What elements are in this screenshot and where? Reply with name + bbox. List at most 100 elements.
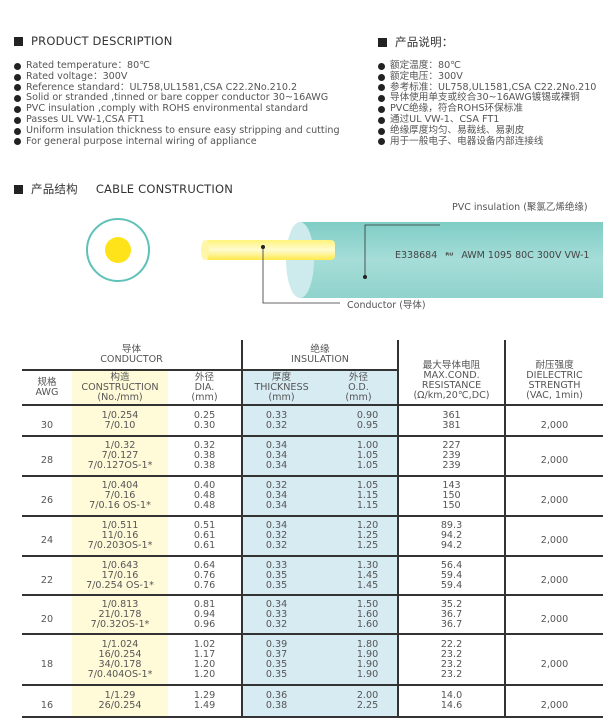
description-item: Reference standard：UL758,UL1581,CSA C22.… bbox=[14, 81, 340, 94]
header-text: THICKNESS bbox=[254, 381, 309, 393]
awg-cell-value: 26 bbox=[40, 495, 54, 506]
od-cell-value: 1.80 bbox=[356, 638, 379, 650]
construction-cell: 1/0.511 11/0.16 7/0.203OS-1* bbox=[72, 516, 168, 557]
construction-cell-value: 7/0.10 bbox=[104, 419, 136, 431]
bullet-icon bbox=[14, 95, 21, 103]
description-text: Solid or stranded ,tinned or bare copper… bbox=[26, 92, 329, 104]
construction-cell-value: 1/0.643 bbox=[101, 559, 139, 571]
dia-cell: 0.32 0.38 0.38 bbox=[168, 436, 242, 477]
thickness-cell-value: 0.33 bbox=[265, 409, 288, 421]
dia-cell: 0.25 0.30 bbox=[168, 405, 242, 437]
bullet-icon bbox=[14, 84, 21, 92]
construction-cell: 1/0.254 7/0.10 bbox=[72, 405, 168, 437]
dia-cell-value: 0.32 bbox=[193, 440, 216, 451]
dielectric-cell: 2,000 bbox=[504, 516, 603, 557]
resistance-cell-value: 94.2 bbox=[440, 540, 463, 551]
construction-cell-value: 34/0.178 bbox=[98, 658, 142, 670]
thickness-cell-value: 0.38 bbox=[265, 700, 288, 711]
resistance-cell-value: 150 bbox=[442, 490, 461, 501]
resistance-header: 最大导体电阻 MAX.COND. RESISTANCE (Ω/km,20℃,DC) bbox=[397, 340, 505, 406]
product-description-cn-heading: 产品说明： bbox=[378, 34, 454, 50]
thickness-cell: 0.34 0.34 0.34 bbox=[241, 436, 320, 477]
dielectric-cell-value: 2,000 bbox=[540, 574, 569, 586]
dielectric-cell-value: 2,000 bbox=[540, 419, 569, 431]
construction-cell-value: 16/0.254 bbox=[98, 648, 142, 660]
construction-cell-value: 21/0.178 bbox=[98, 608, 142, 620]
od-cell-value: 1.90 bbox=[356, 658, 379, 670]
thickness-cell: 0.32 0.34 0.34 bbox=[241, 476, 320, 517]
dia-cell-value: 0.40 bbox=[193, 480, 216, 491]
bullet-icon bbox=[14, 138, 21, 146]
thickness-cell-value: 0.36 bbox=[265, 690, 288, 701]
description-item: 参考标准：UL758,UL1581,CSA C22.2No.210 bbox=[378, 82, 596, 94]
resistance-cell: 361 381 bbox=[397, 405, 505, 437]
description-item: Uniform insulation thickness to ensure e… bbox=[14, 125, 340, 137]
thickness-cell-value: 0.35 bbox=[265, 668, 288, 680]
square-bullet-icon bbox=[14, 184, 23, 194]
header-text: 导体 bbox=[121, 343, 142, 355]
header-text: 外径 bbox=[194, 371, 215, 383]
header-text: 构造 bbox=[110, 371, 130, 383]
description-item: 用于一般电子、电器设备内部连接线 bbox=[378, 135, 596, 148]
description-item: 额定电压：300V bbox=[378, 71, 596, 83]
thickness-cell-value: 0.39 bbox=[265, 638, 288, 650]
cross-section-conductor bbox=[105, 237, 131, 263]
resistance-cell-value: 23.2 bbox=[440, 648, 463, 660]
cable-construction-heading: 产品结构 CABLE CONSTRUCTION bbox=[14, 181, 233, 197]
bullet-icon bbox=[14, 106, 21, 114]
heading-text: PRODUCT DESCRIPTION bbox=[31, 34, 173, 48]
resistance-cell-value: 239 bbox=[442, 450, 461, 461]
dia-cell-value: 0.38 bbox=[193, 460, 216, 471]
thickness-cell-value: 0.33 bbox=[265, 608, 288, 620]
description-text: For general purpose internal wiring of a… bbox=[26, 135, 257, 147]
description-text: 用于一般电子、电器设备内部连接线 bbox=[390, 135, 544, 147]
dielectric-cell-value: 2,000 bbox=[540, 613, 569, 625]
header-text: CONSTRUCTION bbox=[81, 381, 159, 393]
product-description-heading: PRODUCT DESCRIPTION bbox=[14, 34, 173, 48]
dia-cell: 0.40 0.48 0.48 bbox=[168, 476, 242, 517]
dielectric-cell-value: 2,000 bbox=[540, 495, 569, 506]
resistance-cell-value: 35.2 bbox=[440, 598, 463, 610]
description-item: 额定温度：80℃ bbox=[378, 60, 596, 72]
dia-cell-value: 1.20 bbox=[193, 658, 216, 670]
construction-cell-value: 7/0.254 OS-1* bbox=[86, 579, 154, 591]
description-text: Reference standard：UL758,UL1581,CSA C22.… bbox=[26, 81, 298, 93]
awg-cell-value: 30 bbox=[40, 419, 54, 431]
table-row: 18 1/1.024 16/0.254 34/0.178 7/0.404OS-1* 1.0… bbox=[22, 634, 603, 686]
heading-text-cn: 产品结构 bbox=[31, 182, 78, 196]
od-cell-value: 1.05 bbox=[356, 460, 379, 471]
dia-cell-value: 1.49 bbox=[193, 700, 216, 711]
resistance-cell-value: 22.2 bbox=[440, 638, 463, 650]
od-cell-value: 1.25 bbox=[356, 540, 379, 551]
thickness-cell-value: 0.32 bbox=[265, 540, 288, 551]
header-text: DIA. bbox=[194, 381, 215, 393]
construction-cell-value: 7/0.16 OS-1* bbox=[89, 500, 151, 511]
resistance-cell: 22.2 23.2 23.2 23.2 bbox=[397, 634, 505, 686]
construction-cell-value: 1/0.813 bbox=[101, 598, 139, 610]
dielectric-cell: 2,000 bbox=[504, 685, 603, 718]
resistance-cell: 89.3 94.2 94.2 bbox=[397, 516, 505, 557]
description-item: 导体使用单支或绞合30~16AWG镀锡或裸铜 bbox=[378, 93, 596, 104]
header-text: (VAC, 1min) bbox=[526, 390, 583, 401]
thickness-cell-value: 0.34 bbox=[265, 460, 288, 471]
thickness-cell-value: 0.32 bbox=[265, 530, 288, 541]
thickness-cell-value: 0.34 bbox=[265, 450, 288, 461]
dia-cell: 0.51 0.61 0.61 bbox=[168, 516, 242, 557]
thickness-cell-value: 0.34 bbox=[265, 440, 288, 451]
thickness-cell-value: 0.32 bbox=[265, 419, 288, 431]
square-bullet-icon bbox=[14, 36, 23, 46]
dia-cell-value: 0.51 bbox=[193, 520, 216, 531]
description-text: 导体使用单支或绞合30~16AWG镀锡或裸铜 bbox=[390, 92, 580, 104]
dielectric-cell: 2,000 bbox=[504, 476, 603, 517]
header-text: (Ω/km,20℃,DC) bbox=[413, 390, 490, 401]
cable-diagram bbox=[86, 218, 603, 304]
table-row: 24 1/0.511 11/0.16 7/0.203OS-1* 0.51 0.61 0.61… bbox=[22, 516, 603, 557]
od-cell-value: 1.20 bbox=[356, 520, 379, 531]
resistance-cell-value: 56.4 bbox=[440, 559, 463, 571]
awg-cell: 28 bbox=[22, 436, 72, 477]
construction-cell-value: 1/0.254 bbox=[101, 409, 139, 421]
awg-cell-value: 20 bbox=[40, 613, 54, 625]
od-cell-value: 1.45 bbox=[356, 569, 379, 581]
construction-cell-value: 7/0.203OS-1* bbox=[87, 540, 153, 551]
dia-cell-value: 0.64 bbox=[193, 559, 216, 571]
